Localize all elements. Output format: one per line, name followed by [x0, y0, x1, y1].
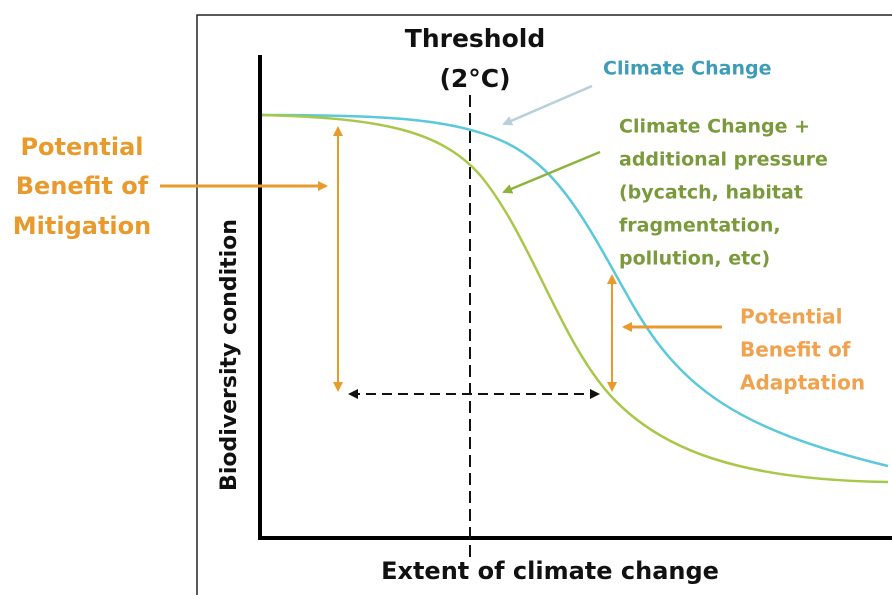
adaptation-label: Benefit of: [740, 338, 851, 362]
frame: [196, 14, 892, 595]
curve-label: Climate Change +: [619, 116, 810, 138]
mitigation-label: Mitigation: [13, 212, 151, 240]
adaptation-label: Adaptation: [740, 371, 865, 395]
pressure-pointer: [502, 150, 601, 194]
x-axis-label: Extent of climate change: [381, 557, 719, 585]
curve-label: pollution, etc): [619, 248, 770, 270]
curve-label: fragmentation,: [619, 215, 781, 237]
mitigation-label: Potential: [20, 133, 143, 161]
threshold-label: Threshold: [405, 24, 545, 53]
pressure-curve: [261, 113, 889, 484]
curve-label: additional pressure: [619, 149, 828, 171]
curve-label: Climate Change: [603, 58, 771, 80]
threshold-label: (2°C): [439, 64, 510, 93]
y-axis-label: Biodiversity condition: [217, 219, 242, 491]
climate-change-pointer: [502, 84, 593, 126]
adaptation-label: Potential: [740, 305, 843, 329]
mitigation-label: Benefit of: [16, 172, 149, 200]
curve-label: (bycatch, habitat: [619, 182, 803, 204]
climate-change-curve: [261, 113, 889, 468]
